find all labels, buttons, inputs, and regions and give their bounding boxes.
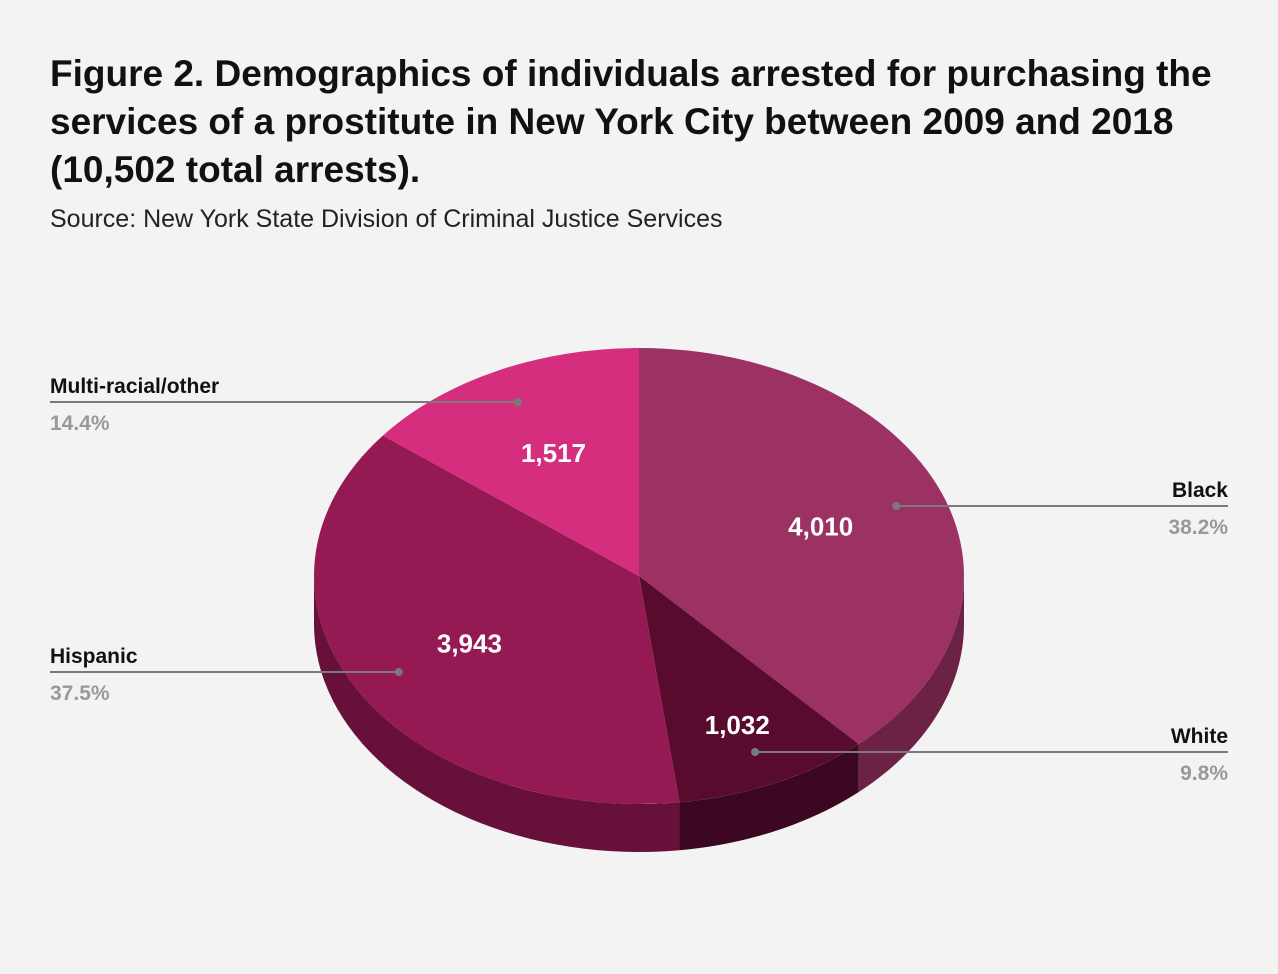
pie-slice-multi-racial-other [382, 348, 639, 576]
pie-slice-black [639, 348, 965, 744]
slice-value-label: 1,032 [705, 710, 770, 740]
chart-header: Figure 2. Demographics of individuals ar… [50, 50, 1230, 236]
pie-slice-white [639, 576, 859, 803]
legend-name: White [1171, 725, 1228, 748]
leader-dot [892, 502, 901, 510]
legend-name: Hispanic [50, 645, 138, 668]
slice-value-label: 4,010 [788, 511, 853, 541]
legend-percent: 37.5% [50, 682, 110, 705]
legend-percent: 9.8% [1180, 762, 1228, 785]
pie-side-white [679, 743, 859, 851]
pie-side-hispanic [314, 576, 680, 852]
chart-title: Figure 2. Demographics of individuals ar… [50, 53, 1212, 190]
leader-dot [751, 748, 760, 756]
pie-slice-hispanic [313, 435, 680, 805]
legend-percent: 38.2% [1168, 516, 1228, 539]
legend-name: Black [1172, 479, 1228, 502]
chart-subtitle: Source: New York State Division of Crimi… [50, 205, 723, 233]
leader-dot [394, 668, 403, 676]
slice-value-label: 3,943 [437, 629, 502, 659]
slice-value-label: 1,517 [521, 438, 586, 468]
pie-side-black [858, 576, 964, 792]
legend-percent: 14.4% [50, 412, 110, 435]
leader-dot [513, 398, 522, 406]
legend-name: Multi-racial/other [50, 375, 219, 398]
